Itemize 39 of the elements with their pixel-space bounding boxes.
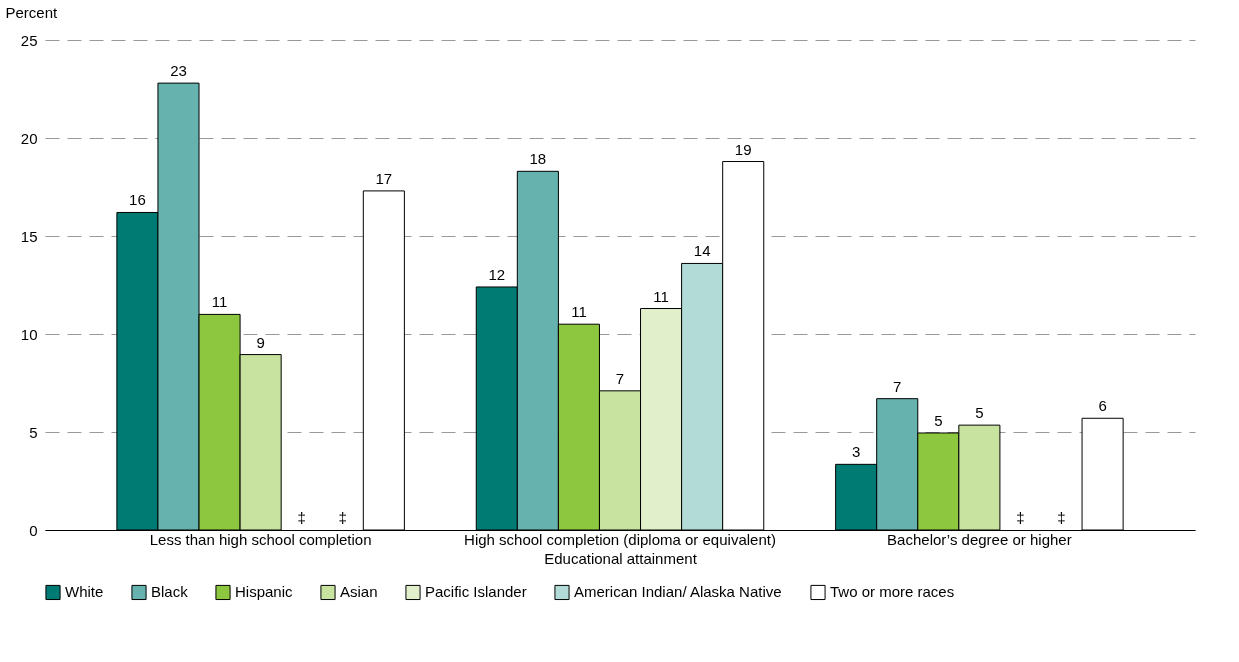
y-tick-label: 5 (29, 423, 38, 441)
legend-label: White (65, 583, 104, 601)
data-label: 7 (893, 377, 902, 395)
x-tick-label: Less than high school completion (149, 530, 372, 548)
legend-label: Two or more races (830, 583, 955, 601)
x-tick-label: Bachelor’s degree or higher (887, 530, 1072, 548)
y-tick-label: 15 (20, 227, 38, 245)
data-label: 5 (975, 404, 984, 422)
x-tick-label: High school completion (diploma or equivalent) (464, 530, 776, 548)
text: ‡ (297, 509, 306, 526)
y-tick-label: 0 (29, 521, 38, 539)
legend-label: Black (151, 583, 189, 601)
text: ‡ (1057, 509, 1066, 526)
data-label: 5 (934, 411, 943, 429)
y-tick-label: 25 (20, 31, 38, 49)
text: ‡ (1016, 509, 1025, 526)
data-label: 7 (615, 369, 625, 387)
data-label: 11 (571, 303, 587, 321)
y-tick-label: 20 (20, 129, 38, 147)
data-label: 23 (170, 62, 187, 80)
legend-label: Asian (340, 583, 378, 601)
data-label: 6 (1098, 397, 1107, 415)
y-axis-title: Percent (5, 3, 59, 21)
data-label: 9 (256, 333, 265, 351)
data-label: 17 (375, 169, 393, 187)
data-label: 3 (851, 443, 861, 461)
data-label: 14 (693, 242, 711, 260)
x-axis-title: Educational attainment (544, 549, 698, 567)
legend-label: Pacific Islander (425, 583, 527, 601)
legend-label: Hispanic (235, 583, 294, 601)
data-label: 11 (653, 287, 669, 305)
data-label: 16 (129, 191, 146, 209)
text: ‡ (338, 509, 347, 526)
data-label: 19 (734, 140, 752, 158)
data-label: 12 (488, 265, 506, 283)
y-tick-label: 10 (20, 325, 38, 343)
data-label: 11 (211, 293, 228, 311)
legend-label: American Indian/ Alaska Native (574, 583, 782, 601)
data-label: 18 (529, 150, 547, 168)
